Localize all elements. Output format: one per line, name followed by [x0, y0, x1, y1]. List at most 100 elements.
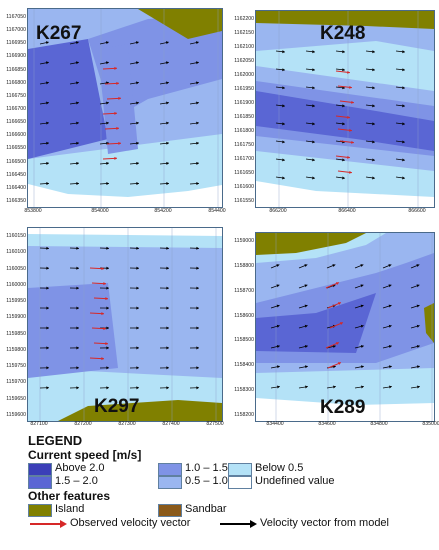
swatch-undefined [228, 476, 252, 489]
k289-x-axis: 834400 834600 834800 835000 [255, 421, 439, 431]
model-vector [410, 264, 420, 269]
model-vector [69, 246, 80, 250]
y-tick-label: 1161950 [234, 86, 254, 92]
model-vector [298, 264, 308, 269]
y-tick-label: 1162150 [234, 30, 254, 36]
x-tick-label: 866400 [338, 208, 356, 214]
model-vector [275, 104, 285, 108]
y-tick-label: 1166600 [6, 132, 26, 139]
model-vector [305, 122, 315, 126]
x-tick-label: 854400 [208, 208, 226, 214]
model-vector [410, 284, 420, 289]
observed-vector [89, 312, 105, 316]
y-tick-label: 1161900 [234, 100, 254, 106]
model-vector [159, 161, 169, 165]
model-vector [159, 121, 169, 125]
model-vector [69, 61, 79, 65]
observed-vector [329, 322, 344, 329]
model-vector [354, 324, 364, 329]
observed-vector [89, 267, 105, 271]
k267-x-axis: 853800 854000 854200 854400 [24, 208, 225, 218]
model-vector [275, 86, 285, 90]
observed-vector [89, 357, 105, 361]
y-tick-label: 1162050 [234, 58, 254, 64]
x-tick-label: 834600 [318, 421, 336, 427]
observed-vector [335, 70, 350, 74]
model-vector [298, 344, 308, 349]
observed-vector [339, 100, 354, 104]
model-vector [298, 365, 308, 369]
legend-speed-title: Current speed [m/s] [28, 448, 142, 462]
model-vector [69, 141, 79, 145]
model-vector [410, 365, 420, 369]
map-panel-k289: K289 [255, 232, 435, 422]
observed-vector [337, 85, 352, 89]
model-vector [382, 284, 392, 289]
model-vector [39, 306, 50, 310]
model-vector [270, 365, 280, 369]
model-vector [129, 121, 139, 125]
model-vector [129, 366, 140, 370]
model-vector [395, 86, 405, 90]
model-vector [326, 385, 336, 389]
model-vector [189, 326, 200, 330]
model-vector [159, 366, 170, 370]
model-vector [159, 266, 170, 270]
k248-title: K248 [320, 23, 366, 44]
k289-map-canvas [256, 233, 434, 421]
y-tick-label: 1159600 [6, 412, 26, 418]
model-vector [99, 61, 109, 65]
y-tick-label: 1166950 [6, 40, 26, 47]
y-tick-label: 1159700 [6, 379, 26, 386]
model-vector [395, 68, 405, 72]
y-tick-label: 1159750 [6, 363, 26, 370]
model-vector [335, 158, 345, 162]
model-vector [159, 326, 170, 330]
k297-y-axis: 1160150 1160100 1160050 1160000 1159950 11599… [0, 227, 26, 420]
observed-vector [91, 282, 107, 286]
model-vector [298, 324, 308, 329]
model-vector [39, 246, 50, 250]
y-tick-label: 1161550 [234, 198, 254, 204]
model-vector [410, 344, 420, 349]
observed-vector [106, 141, 122, 145]
y-tick-label: 1158300 [234, 387, 254, 394]
model-vector [69, 266, 80, 270]
model-vector [382, 324, 392, 329]
model-vector [39, 141, 49, 145]
model-vector [189, 286, 200, 290]
model-vector [69, 326, 80, 330]
model-vector [129, 161, 139, 165]
model-vector [39, 101, 49, 105]
model-vector [305, 104, 315, 108]
model-vector [189, 101, 199, 105]
model-vector [129, 181, 140, 186]
model-vector [39, 181, 50, 186]
observed-vector [325, 342, 340, 349]
k248-y-axis: 1162200 1162150 1162100 1162050 1162000 11619… [214, 10, 254, 206]
y-tick-label: 1166500 [6, 158, 26, 165]
y-tick-label: 1166750 [6, 92, 26, 99]
label-observed-vector: Observed velocity vector [70, 517, 191, 529]
k297-model-vectors [39, 246, 200, 390]
model-vector [275, 122, 285, 126]
model-vector [354, 385, 364, 389]
label-above-2: Above 2.0 [55, 462, 105, 474]
observed-vector [104, 126, 120, 130]
observed-vector [325, 282, 340, 289]
observed-vector [106, 96, 122, 100]
model-vector [298, 385, 308, 389]
model-vector [39, 366, 50, 370]
model-vector [69, 306, 80, 310]
x-tick-label: 854200 [154, 208, 172, 214]
model-vector [305, 50, 315, 54]
k267-grid [33, 9, 219, 207]
y-tick-label: 1166450 [6, 171, 26, 178]
observed-vector-icon [30, 520, 67, 528]
model-vector [395, 104, 405, 108]
model-vector [365, 68, 375, 72]
swatch-1-0-1-5 [158, 463, 182, 476]
model-vector [395, 50, 405, 54]
x-tick-label: 853800 [24, 208, 42, 214]
model-vector [335, 176, 345, 180]
